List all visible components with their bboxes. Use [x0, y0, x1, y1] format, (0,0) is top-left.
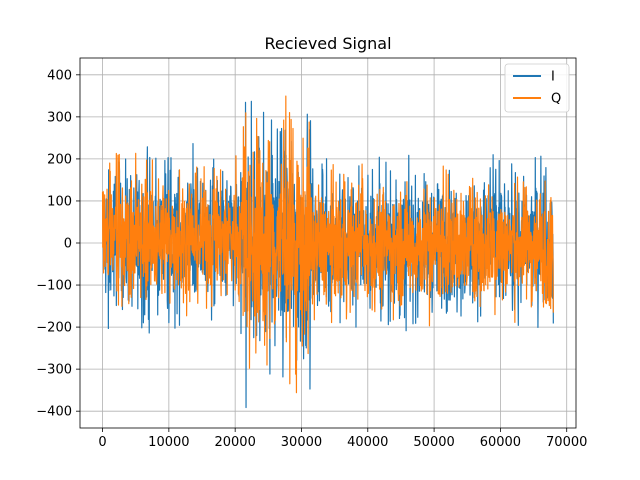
- legend-label-q: Q: [551, 92, 561, 107]
- y-tick-label: −300: [36, 363, 72, 378]
- y-tick-label: 300: [47, 110, 72, 125]
- x-tick-label: 40000: [347, 435, 388, 450]
- chart-title: Recieved Signal: [264, 34, 391, 53]
- x-tick-label: 0: [98, 435, 106, 450]
- x-tick-label: 30000: [281, 435, 322, 450]
- y-tick-label: 200: [47, 152, 72, 167]
- x-tick-label: 20000: [214, 435, 255, 450]
- y-tick-label: 100: [47, 194, 72, 209]
- y-tick-label: 400: [47, 68, 72, 83]
- y-tick-label: 0: [64, 237, 72, 252]
- legend: IQ: [504, 63, 570, 113]
- series-group: [101, 95, 554, 409]
- series-q-line: [101, 95, 554, 394]
- x-tick-label: 10000: [148, 435, 189, 450]
- axis-ticks: 0 10000 20000 30000 40000 50000 60000 70000 −400…: [36, 68, 587, 450]
- legend-label-i: I: [551, 70, 555, 85]
- y-tick-label: −100: [36, 279, 72, 294]
- y-tick-label: −400: [36, 405, 72, 420]
- x-tick-label: 50000: [413, 435, 454, 450]
- y-tick-label: −200: [36, 321, 72, 336]
- x-tick-label: 60000: [480, 435, 521, 450]
- grid-lines: [80, 58, 576, 428]
- x-tick-label: 70000: [546, 435, 587, 450]
